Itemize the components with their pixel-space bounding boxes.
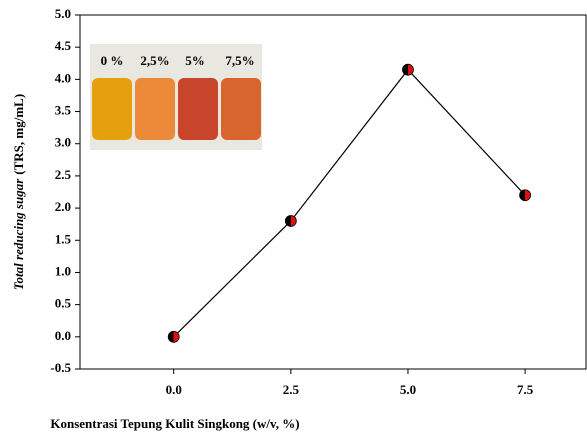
x-tick-label: 0.0 <box>166 382 182 397</box>
y-axis-title: Total reducing sugar (TRS, mg/mL) <box>11 94 26 290</box>
y-tick-label: 5.0 <box>55 6 71 21</box>
tube <box>178 78 218 140</box>
chart: Konsentrasi Tepung Kulit Singkong (w/v, … <box>0 0 587 432</box>
tube <box>221 78 261 140</box>
y-tick-label: 1.5 <box>55 231 72 246</box>
x-axis-title: Konsentrasi Tepung Kulit Singkong (w/v, … <box>50 416 299 431</box>
tube <box>92 78 132 140</box>
inset-label: 7,5% <box>225 53 254 68</box>
marker <box>402 64 413 75</box>
inset-label: 5% <box>185 53 205 68</box>
y-tick-label: 0.0 <box>55 328 71 343</box>
y-tick-label: 4.5 <box>55 38 72 53</box>
y-tick-label: 3.5 <box>55 103 72 118</box>
y-axis-title-part: Total reducing sugar <box>11 178 26 290</box>
y-tick-label: 1.0 <box>55 263 71 278</box>
y-axis-title-part: (TRS, mg/mL) <box>11 94 26 175</box>
y-tick-label: 3.0 <box>55 135 71 150</box>
inset-label: 0 % <box>101 53 124 68</box>
marker <box>285 215 296 226</box>
y-tick-label: 2.5 <box>55 167 72 182</box>
x-tick-label: 7.5 <box>517 382 534 397</box>
y-tick-label: 4.0 <box>55 70 71 85</box>
inset-label: 2,5% <box>140 53 169 68</box>
y-tick-label: 2.0 <box>55 199 71 214</box>
x-tick-label: 5.0 <box>400 382 416 397</box>
y-tick-label: 0.5 <box>55 296 72 311</box>
marker <box>520 190 531 201</box>
y-tick-label: -0.5 <box>50 360 71 375</box>
marker <box>168 331 179 342</box>
tube <box>135 78 175 140</box>
x-tick-label: 2.5 <box>283 382 300 397</box>
